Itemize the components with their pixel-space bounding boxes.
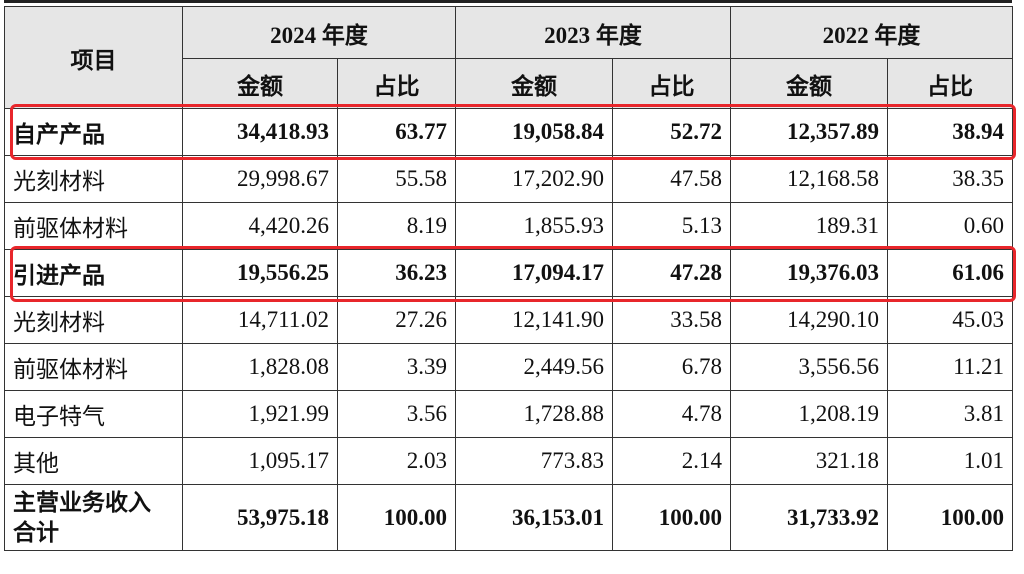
row-label: 前驱体材料 — [4, 343, 183, 391]
table-row: 前驱体材料 4,420.26 8.19 1,855.93 5.13 189.31… — [4, 202, 1013, 250]
amount-header: 金额 — [182, 58, 338, 109]
table-row: 其他 1,095.17 2.03 773.83 2.14 321.18 1.01 — [4, 437, 1013, 485]
year-header-2023: 2023 年度 — [455, 6, 731, 59]
ratio-cell: 55.58 — [337, 155, 456, 203]
amount-header: 金额 — [730, 58, 888, 109]
ratio-cell: 63.77 — [337, 108, 456, 156]
amount-cell: 4,420.26 — [182, 202, 338, 250]
revenue-table-container: 项目 2024 年度 2023 年度 2022 年度 金额 占比 金额 占比 金… — [4, 6, 1016, 551]
item-header: 项目 — [4, 6, 183, 109]
ratio-cell: 38.94 — [887, 108, 1013, 156]
amount-cell: 1,855.93 — [455, 202, 613, 250]
amount-cell: 2,449.56 — [455, 343, 613, 391]
amount-cell: 34,418.93 — [182, 108, 338, 156]
total-label-line2: 合计 — [13, 519, 59, 545]
row-label: 引进产品 — [4, 249, 183, 297]
total-label-line1: 主营业务收入 — [13, 489, 151, 515]
ratio-cell: 11.21 — [887, 343, 1013, 391]
ratio-cell: 45.03 — [887, 296, 1013, 344]
top-rule — [4, 0, 1012, 3]
ratio-cell: 100.00 — [337, 484, 456, 551]
row-label: 前驱体材料 — [4, 202, 183, 250]
ratio-cell: 100.00 — [887, 484, 1013, 551]
ratio-cell: 33.58 — [612, 296, 731, 344]
ratio-cell: 3.56 — [337, 390, 456, 438]
ratio-cell: 4.78 — [612, 390, 731, 438]
ratio-header: 占比 — [612, 58, 731, 109]
row-label: 其他 — [4, 437, 183, 485]
year-header-2022: 2022 年度 — [730, 6, 1013, 59]
ratio-cell: 47.58 — [612, 155, 731, 203]
ratio-cell: 47.28 — [612, 249, 731, 297]
amount-cell: 321.18 — [730, 437, 888, 485]
ratio-header: 占比 — [887, 58, 1013, 109]
table-row: 光刻材料 14,711.02 27.26 12,141.90 33.58 14,… — [4, 296, 1013, 344]
ratio-cell: 38.35 — [887, 155, 1013, 203]
amount-cell: 14,711.02 — [182, 296, 338, 344]
amount-cell: 1,728.88 — [455, 390, 613, 438]
amount-cell: 29,998.67 — [182, 155, 338, 203]
ratio-cell: 2.14 — [612, 437, 731, 485]
amount-cell: 19,556.25 — [182, 249, 338, 297]
year-header-2024: 2024 年度 — [182, 6, 456, 59]
ratio-cell: 36.23 — [337, 249, 456, 297]
amount-cell: 19,376.03 — [730, 249, 888, 297]
table-row: 引进产品 19,556.25 36.23 17,094.17 47.28 19,… — [4, 249, 1013, 297]
ratio-cell: 61.06 — [887, 249, 1013, 297]
header-row-metrics: 金额 占比 金额 占比 金额 占比 — [5, 58, 1013, 109]
amount-cell: 12,141.90 — [455, 296, 613, 344]
amount-cell: 3,556.56 — [730, 343, 888, 391]
amount-cell: 19,058.84 — [455, 108, 613, 156]
table-row: 前驱体材料 1,828.08 3.39 2,449.56 6.78 3,556.… — [4, 343, 1013, 391]
table-row: 光刻材料 29,998.67 55.58 17,202.90 47.58 12,… — [4, 155, 1013, 203]
amount-cell: 14,290.10 — [730, 296, 888, 344]
ratio-cell: 8.19 — [337, 202, 456, 250]
total-label: 主营业务收入 合计 — [4, 484, 183, 551]
amount-cell: 36,153.01 — [455, 484, 613, 551]
amount-cell: 1,921.99 — [182, 390, 338, 438]
amount-cell: 17,094.17 — [455, 249, 613, 297]
ratio-cell: 0.60 — [887, 202, 1013, 250]
table-row: 自产产品 34,418.93 63.77 19,058.84 52.72 12,… — [4, 108, 1013, 156]
amount-cell: 189.31 — [730, 202, 888, 250]
total-row: 主营业务收入 合计 53,975.18 100.00 36,153.01 100.… — [4, 484, 1013, 551]
amount-cell: 12,168.58 — [730, 155, 888, 203]
row-label: 光刻材料 — [4, 296, 183, 344]
row-label: 自产产品 — [4, 108, 183, 156]
ratio-cell: 6.78 — [612, 343, 731, 391]
ratio-header: 占比 — [337, 58, 456, 109]
ratio-cell: 2.03 — [337, 437, 456, 485]
amount-cell: 1,095.17 — [182, 437, 338, 485]
ratio-cell: 27.26 — [337, 296, 456, 344]
ratio-cell: 52.72 — [612, 108, 731, 156]
header-row-years: 项目 2024 年度 2023 年度 2022 年度 — [4, 6, 1013, 109]
ratio-cell: 1.01 — [887, 437, 1013, 485]
row-label: 电子特气 — [4, 390, 183, 438]
ratio-cell: 3.39 — [337, 343, 456, 391]
amount-cell: 31,733.92 — [730, 484, 888, 551]
amount-cell: 12,357.89 — [730, 108, 888, 156]
amount-cell: 53,975.18 — [182, 484, 338, 551]
amount-header: 金额 — [455, 58, 613, 109]
amount-cell: 1,208.19 — [730, 390, 888, 438]
ratio-cell: 5.13 — [612, 202, 731, 250]
amount-cell: 17,202.90 — [455, 155, 613, 203]
row-label: 光刻材料 — [4, 155, 183, 203]
table-row: 电子特气 1,921.99 3.56 1,728.88 4.78 1,208.1… — [4, 390, 1013, 438]
amount-cell: 773.83 — [455, 437, 613, 485]
ratio-cell: 100.00 — [612, 484, 731, 551]
ratio-cell: 3.81 — [887, 390, 1013, 438]
amount-cell: 1,828.08 — [182, 343, 338, 391]
revenue-table: 项目 2024 年度 2023 年度 2022 年度 金额 占比 金额 占比 金… — [4, 6, 1013, 551]
